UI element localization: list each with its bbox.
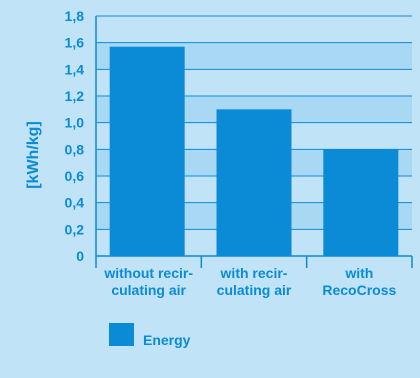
y-tick-label: 0,2 — [65, 221, 85, 237]
y-tick-label: 1,0 — [65, 115, 85, 131]
bars — [109, 46, 399, 256]
legend-swatch — [109, 323, 134, 346]
x-category-labels: without recir-culating air with recir-cul… — [103, 265, 396, 298]
y-tick-label: 1,4 — [65, 61, 85, 77]
y-tick-label: 0,4 — [65, 195, 85, 211]
legend-label: Energy — [143, 332, 191, 348]
y-tick-labels: 0 0,2 0,4 0,6 0,8 1,0 1,2 1,4 1,6 1,8 — [65, 8, 85, 264]
bar — [216, 109, 292, 256]
y-tick-label: 1,6 — [65, 35, 85, 51]
y-tick-label: 0 — [76, 248, 84, 264]
x-category-label: with RecoCross — [322, 265, 396, 298]
bar — [323, 149, 399, 256]
y-tick-label: 1,2 — [65, 88, 85, 104]
y-axis-label: [kWh/kg] — [25, 121, 42, 189]
y-tick-label: 0,6 — [65, 168, 85, 184]
grid-band — [96, 16, 412, 43]
legend: Energy — [109, 323, 191, 348]
y-tick-label: 0,8 — [65, 141, 85, 157]
bar — [109, 46, 185, 256]
axes — [95, 16, 413, 268]
x-category-label: with recir-culating air — [217, 265, 292, 298]
y-tick-label: 1,8 — [65, 8, 85, 24]
x-category-label: without recir-culating air — [103, 265, 193, 298]
